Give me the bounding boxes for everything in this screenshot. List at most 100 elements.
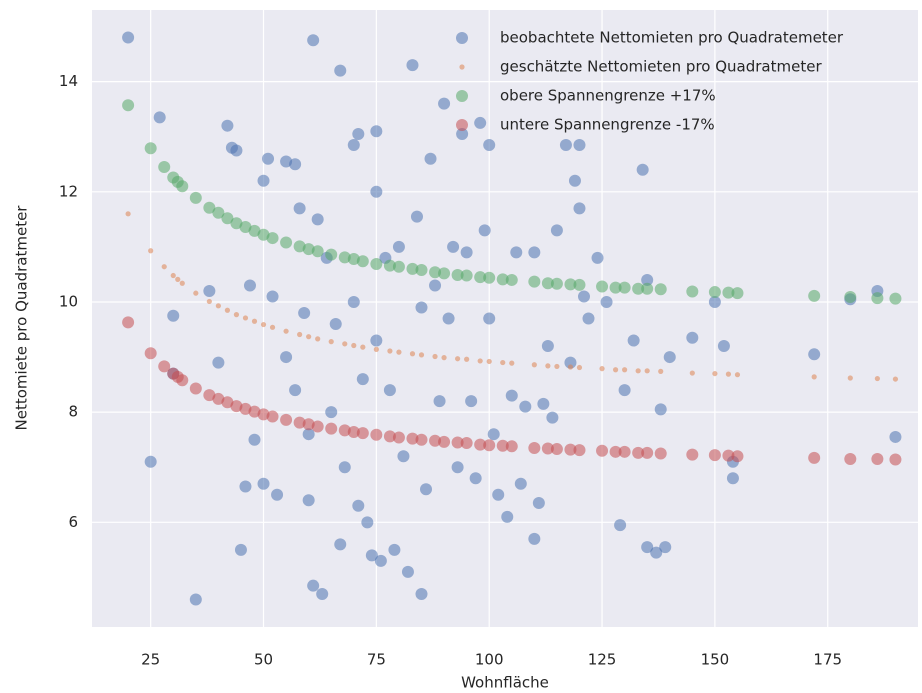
data-point [397,450,410,463]
data-point [644,368,650,374]
data-point [392,431,405,444]
data-point [266,232,279,245]
x-tick-label: 100 [475,651,504,669]
data-point [612,367,619,373]
data-point [438,435,451,448]
y-tick-label: 12 [59,182,78,200]
data-point [122,31,135,44]
data-point [609,281,622,294]
data-point [351,342,357,349]
data-point [206,298,212,305]
data-point [573,138,586,151]
data-point [686,285,699,298]
data-point [212,356,225,369]
data-point [280,351,293,364]
data-point [550,277,563,290]
data-point [125,211,131,217]
data-point [708,449,721,462]
data-point [370,428,383,441]
data-point [415,301,428,314]
data-point [257,228,270,241]
data-point [325,248,338,261]
data-point [486,358,492,365]
data-point [251,318,258,324]
data-point [388,543,401,556]
data-point [257,174,270,187]
data-point [708,286,721,299]
data-point [717,340,730,353]
data-point [433,395,446,408]
x-tick-label: 50 [254,651,273,669]
data-point [260,321,267,328]
data-point [311,213,324,226]
data-point [635,368,641,374]
data-point [230,144,243,157]
data-point [306,334,312,340]
data-point [441,355,447,361]
data-point [203,201,216,214]
y-tick-label: 10 [59,292,78,310]
data-point [889,453,902,466]
data-point [387,348,393,354]
data-point [550,224,563,237]
data-point [415,264,428,277]
data-point [280,413,293,426]
data-point [618,384,631,397]
data-point [460,437,473,450]
data-point [189,593,202,606]
data-point [328,339,334,345]
data-point [622,367,628,373]
data-point [356,373,369,386]
y-axis-label: Nettomiete pro Quadratmeter [13,205,31,431]
data-point [410,210,423,223]
data-point [460,246,473,259]
data-point [203,284,216,297]
data-point [158,360,171,373]
data-point [460,269,473,282]
data-point [189,191,202,204]
data-point [230,217,243,230]
data-point [734,372,741,378]
data-point [396,349,402,355]
data-point [406,59,419,72]
data-point [722,449,735,462]
data-point [478,224,491,237]
data-point [347,138,360,151]
data-point [311,245,324,258]
data-point [559,138,572,151]
data-point [654,447,667,460]
data-point [175,276,181,282]
data-point [614,519,627,532]
data-point [627,334,640,347]
data-point [686,331,699,344]
data-point [298,306,311,319]
data-point [122,99,135,112]
data-point [189,382,202,395]
data-point [230,400,243,413]
data-point [289,384,302,397]
data-point [409,351,416,357]
x-tick-label: 125 [588,651,617,669]
data-point [889,430,902,443]
data-point [153,111,166,124]
data-point [212,206,225,219]
data-point [447,240,460,253]
data-point [221,212,234,225]
data-point [496,439,509,452]
data-point [352,127,365,140]
data-point [356,427,369,440]
data-point [269,324,276,330]
data-point [596,280,609,293]
data-point [234,543,247,556]
data-point [293,240,306,253]
data-point [289,158,302,171]
data-point [338,251,351,264]
data-point [708,295,721,308]
data-point [464,356,470,362]
data-point [528,532,541,545]
data-point [392,240,405,253]
data-point [302,243,315,256]
data-point [242,315,249,321]
data-point [731,450,744,463]
data-point [342,341,348,347]
